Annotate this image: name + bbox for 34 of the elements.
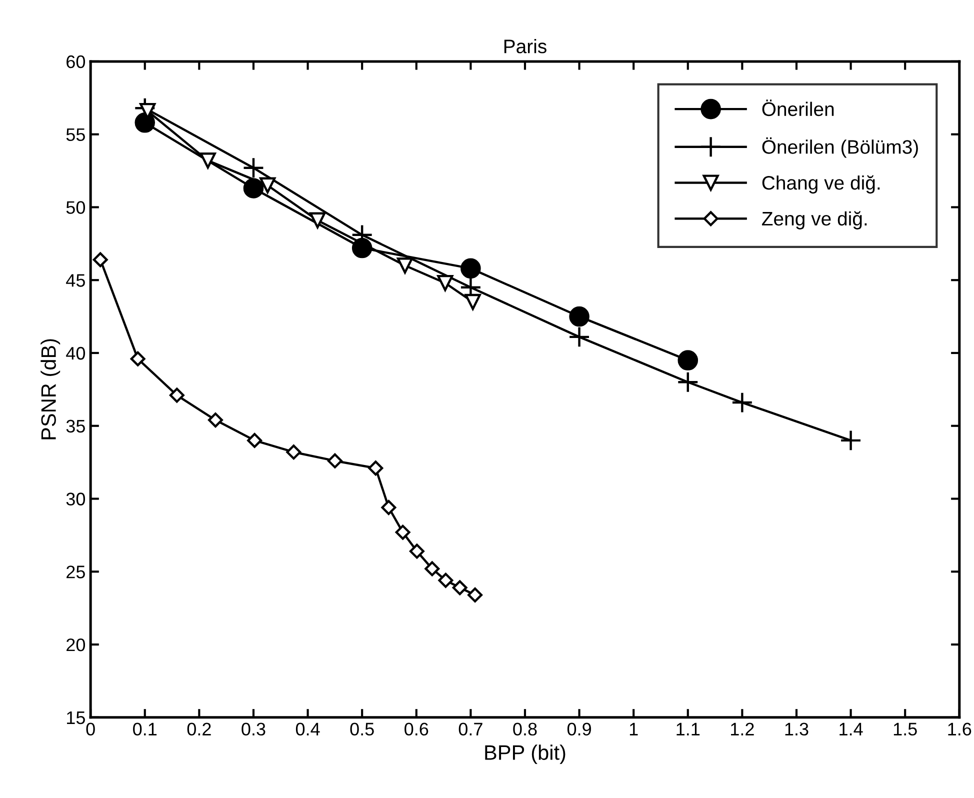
x-tick-label: 0.3	[242, 722, 266, 736]
x-tick-label: 0.8	[513, 722, 537, 736]
x-tick-label: 0.2	[187, 722, 211, 736]
x-tick-label: 1.4	[840, 722, 863, 736]
chart-title: Paris	[504, 39, 546, 54]
x-tick-label: 0.5	[350, 722, 374, 736]
y-tick-label: 20	[66, 638, 86, 652]
x-tick-label: 1.1	[676, 722, 700, 736]
x-tick-label: 0.1	[133, 722, 157, 736]
x-tick-label: 0.4	[296, 722, 320, 736]
x-tick-label: 1.2	[731, 722, 754, 736]
y-tick-label: 30	[66, 492, 86, 506]
x-tick-label: 1.3	[785, 722, 808, 736]
x-tick-label: 1.6	[948, 722, 972, 736]
y-tick-label: 55	[66, 128, 85, 142]
x-tick-label: 0	[86, 722, 95, 736]
y-tick-label: 60	[66, 55, 86, 68]
x-tick-label: 1.5	[894, 722, 917, 736]
legend-label: Zeng ve diğ.	[762, 211, 867, 230]
y-tick-label: 15	[67, 712, 85, 724]
y-axis-title: PSNR (dB)	[40, 339, 60, 440]
x-tick-label: 0.6	[404, 722, 428, 736]
y-tick-label: 25	[66, 566, 85, 578]
y-tick-label: 45	[66, 274, 85, 287]
y-tick-label: 50	[66, 201, 86, 214]
x-axis-title: BPP (bit)	[485, 744, 566, 764]
y-tick-label: 35	[66, 420, 85, 433]
legend-label: Önerilen	[762, 100, 834, 116]
x-tick-label: 0.9	[567, 722, 591, 736]
legend-label: Chang ve diğ.	[762, 175, 880, 194]
legend-label: Önerilen (Bölüm3)	[762, 137, 918, 158]
x-tick-label: 1	[630, 722, 638, 736]
x-tick-label: 0.7	[458, 722, 482, 736]
y-tick-label: 40	[66, 346, 86, 360]
